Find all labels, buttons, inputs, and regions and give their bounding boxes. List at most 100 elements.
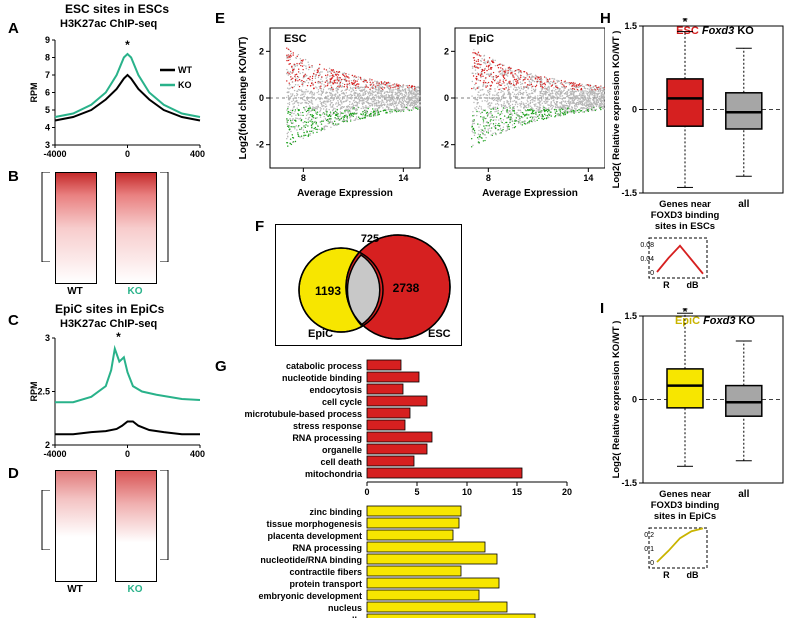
heatmap-d-label-wt: WT — [55, 584, 95, 595]
svg-text:-4000: -4000 — [43, 449, 66, 459]
panel-label-b: B — [8, 168, 19, 185]
svg-text:all: all — [738, 199, 749, 210]
svg-text:3: 3 — [45, 333, 50, 343]
panel-label-f: F — [255, 218, 264, 235]
svg-text:0: 0 — [632, 105, 637, 115]
svg-text:tissue morphogenesis: tissue morphogenesis — [266, 519, 362, 529]
svg-text:EpiC: EpiC — [469, 33, 494, 45]
svg-text:zinc binding: zinc binding — [310, 507, 363, 517]
svg-text:Log2(fold change KO/WT): Log2(fold change KO/WT) — [238, 37, 249, 160]
heatmap-b-label-ko: KO — [115, 286, 155, 297]
svg-text:2.5: 2.5 — [37, 387, 50, 397]
svg-text:nucleus: nucleus — [328, 603, 362, 613]
panel-label-e: E — [215, 10, 225, 27]
panel-a-subtitle: H3K27ac ChIP-seq — [60, 18, 157, 30]
svg-text:20: 20 — [562, 487, 572, 497]
svg-text:RPM: RPM — [29, 83, 39, 103]
svg-text:Log2( Relative expression KO/W: Log2( Relative expression KO/WT ) — [611, 321, 622, 479]
heatmap-d-label-ko: KO — [115, 584, 155, 595]
svg-text:catabolic process: catabolic process — [286, 361, 362, 371]
svg-text:RNA processing: RNA processing — [292, 433, 362, 443]
svg-text:0: 0 — [632, 395, 637, 405]
svg-text:Average Expression: Average Expression — [482, 188, 578, 199]
panel-i-svg: -1.501.5Log2( Relative expression KO/WT … — [605, 308, 795, 598]
svg-text:*: * — [125, 38, 130, 52]
svg-text:organelle: organelle — [322, 615, 362, 618]
svg-text:Genes near: Genes near — [659, 199, 711, 210]
svg-text:placenta development: placenta development — [267, 531, 362, 541]
svg-text:4000: 4000 — [190, 149, 205, 159]
svg-text:8: 8 — [301, 173, 306, 183]
svg-text:contractile fibers: contractile fibers — [289, 567, 362, 577]
svg-text:8: 8 — [486, 173, 491, 183]
heatmap-d-ko — [115, 470, 157, 582]
svg-text:sites in ESCs: sites in ESCs — [655, 221, 715, 232]
svg-text:KO: KO — [178, 80, 192, 90]
panel-c-subtitle: H3K27ac ChIP-seq — [60, 318, 157, 330]
svg-text:RPM: RPM — [29, 382, 39, 402]
heatmap-b-wt — [55, 172, 97, 284]
panel-label-i: I — [600, 300, 604, 317]
panel-g: catabolic process nucleotide binding endoc… — [220, 358, 590, 618]
svg-text:dB: dB — [687, 570, 699, 580]
heatmap-b-label-wt: WT — [55, 286, 95, 297]
svg-text:cell death: cell death — [320, 457, 362, 467]
svg-text:0.08: 0.08 — [640, 242, 654, 249]
heatmap-b-ko — [115, 172, 157, 284]
svg-text:4000: 4000 — [190, 449, 205, 459]
svg-text:2738: 2738 — [393, 281, 420, 295]
svg-text:7: 7 — [45, 70, 50, 80]
svg-text:15: 15 — [512, 487, 522, 497]
svg-text:dB: dB — [687, 280, 699, 288]
svg-text:0: 0 — [650, 270, 654, 277]
bracket-b-left — [40, 172, 52, 262]
svg-text:ESC: ESC — [284, 33, 307, 45]
svg-text:725: 725 — [361, 233, 379, 245]
svg-text:organelle: organelle — [322, 445, 362, 455]
panel-label-d: D — [8, 465, 19, 482]
svg-text:0: 0 — [364, 487, 369, 497]
panel-c-svg: 22.53-400004000RPM* — [25, 320, 205, 460]
svg-text:-1.5: -1.5 — [621, 188, 637, 198]
svg-text:stress response: stress response — [293, 421, 362, 431]
svg-text:ESC: ESC — [428, 328, 451, 340]
panel-e-svg: 8 14 -2 0 2 ESC Average Expression Log2(fold ch… — [235, 18, 605, 208]
svg-text:1193: 1193 — [315, 284, 341, 298]
panel-c: EpiC sites in EpiCs H3K27ac ChIP-seq 22.… — [25, 320, 205, 450]
svg-text:5: 5 — [45, 105, 50, 115]
svg-text:14: 14 — [583, 173, 593, 183]
svg-text:8: 8 — [45, 53, 50, 63]
svg-text:sites in EpiCs: sites in EpiCs — [654, 511, 716, 522]
svg-text:all: all — [738, 489, 749, 500]
svg-text:-2: -2 — [256, 140, 264, 150]
panel-i: -1.501.5Log2( Relative expression KO/WT … — [605, 308, 795, 598]
panel-g-svg: catabolic process nucleotide binding endoc… — [220, 358, 590, 618]
svg-text:nucleotide/RNA binding: nucleotide/RNA binding — [260, 555, 362, 565]
bracket-d-right — [158, 470, 170, 560]
svg-text:FOXD3 binding: FOXD3 binding — [651, 500, 720, 511]
svg-text:embryonic development: embryonic development — [258, 591, 362, 601]
svg-text:R: R — [663, 280, 670, 288]
svg-text:*: * — [116, 330, 121, 344]
svg-text:nucleotide binding: nucleotide binding — [282, 373, 362, 383]
svg-text:Genes near: Genes near — [659, 489, 711, 500]
svg-text:endocytosis: endocytosis — [309, 385, 362, 395]
svg-text:4: 4 — [45, 123, 50, 133]
svg-text:0: 0 — [125, 449, 130, 459]
svg-text:2: 2 — [259, 46, 264, 56]
svg-text:Log2( Relative expression KO/W: Log2( Relative expression KO/WT ) — [611, 31, 622, 189]
svg-text:R: R — [663, 570, 670, 580]
svg-text:0: 0 — [125, 149, 130, 159]
svg-text:0.1: 0.1 — [644, 546, 654, 553]
heatmap-d-wt — [55, 470, 97, 582]
svg-text:6: 6 — [45, 88, 50, 98]
svg-text:WT: WT — [178, 65, 192, 75]
panel-a-svg: 3456789-400004000RPM*WTKO — [25, 30, 205, 160]
svg-text:microtubule-based process: microtubule-based process — [244, 409, 362, 419]
svg-text:0: 0 — [444, 93, 449, 103]
svg-text:mitochondria: mitochondria — [305, 469, 363, 479]
svg-text:2: 2 — [444, 46, 449, 56]
svg-text:14: 14 — [398, 173, 408, 183]
svg-text:5: 5 — [414, 487, 419, 497]
panel-label-a: A — [8, 20, 19, 37]
